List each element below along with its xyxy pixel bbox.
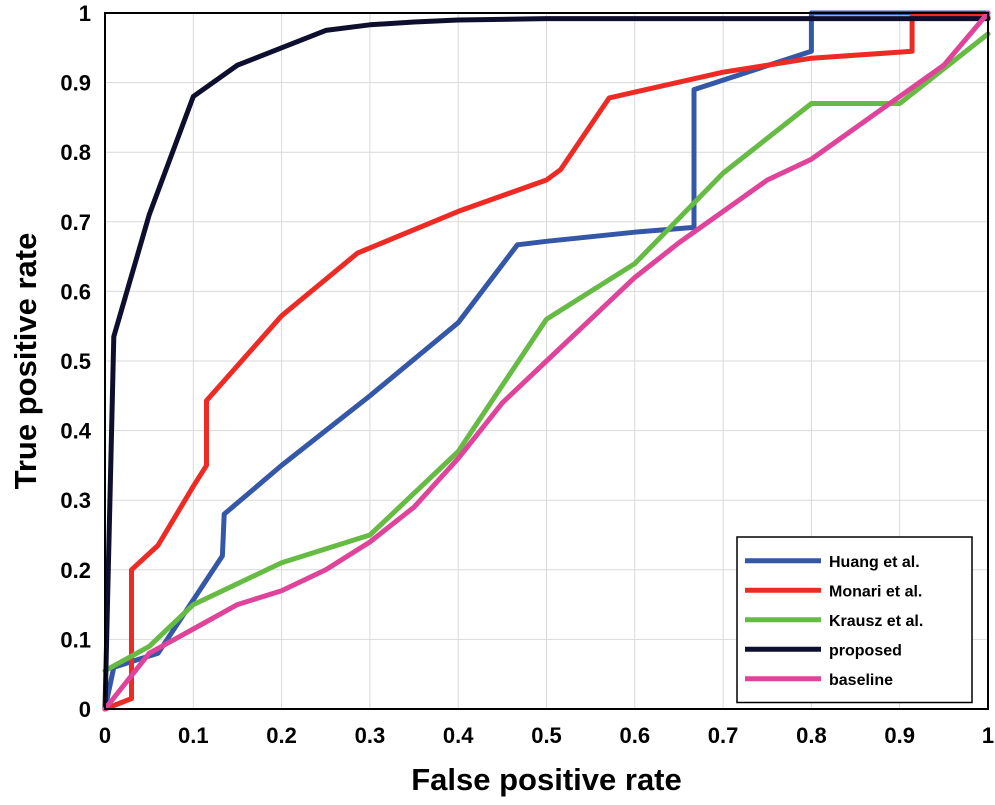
legend-label: Huang et al. — [829, 554, 920, 571]
x-tick-label: 0.4 — [443, 723, 474, 748]
series-line-baseline — [102, 10, 991, 712]
y-tick-label: 0.2 — [60, 558, 91, 583]
y-tick-label: 0.4 — [60, 419, 91, 444]
legend-label: proposed — [829, 642, 902, 659]
series-line-krausz-et-al — [102, 31, 991, 674]
y-tick-label: 0.9 — [60, 71, 91, 96]
x-tick-label: 0.6 — [620, 723, 651, 748]
series-lines — [102, 10, 991, 712]
y-tick-label: 0.3 — [60, 488, 91, 513]
y-tick-label: 0.8 — [60, 140, 91, 165]
x-axis-label: False positive rate — [411, 762, 682, 797]
x-tick-label: 0.7 — [708, 723, 739, 748]
y-tick-label: 0.5 — [60, 349, 91, 374]
legend: Huang et al. Monari et al. Krausz et al. pr… — [736, 536, 973, 704]
series-line-proposed — [102, 16, 991, 712]
legend-label: Krausz et al. — [829, 613, 923, 630]
x-tick-label: 0.8 — [796, 723, 827, 748]
plot-frame — [104, 12, 989, 710]
y-tick-label: 0 — [79, 697, 91, 722]
y-axis-label: True positive rate — [8, 233, 43, 490]
y-tick-label: 0.6 — [60, 279, 91, 304]
x-tick-label: 0.5 — [531, 723, 562, 748]
y-tick-labels: 0 0.1 0.2 0.3 0.4 0.5 0.6 0.7 0.8 0.9 1 — [60, 1, 91, 722]
y-tick-label: 1 — [79, 1, 91, 26]
x-tick-label: 0 — [99, 723, 111, 748]
x-tick-label: 0.3 — [355, 723, 386, 748]
series-line-monari-et-al — [102, 14, 991, 712]
x-tick-label: 1 — [982, 723, 994, 748]
x-tick-label: 0.2 — [266, 723, 297, 748]
y-tick-label: 0.1 — [60, 627, 91, 652]
legend-label: Monari et al. — [829, 583, 922, 600]
legend-label: baseline — [829, 672, 893, 689]
y-tick-label: 0.7 — [60, 210, 91, 235]
x-tick-labels: 0 0.1 0.2 0.3 0.4 0.5 0.6 0.7 0.8 0.9 1 — [99, 723, 994, 748]
x-tick-label: 0.1 — [178, 723, 209, 748]
x-tick-label: 0.9 — [884, 723, 915, 748]
